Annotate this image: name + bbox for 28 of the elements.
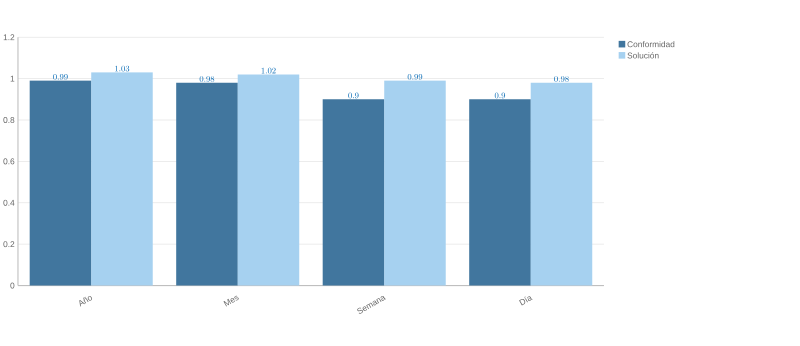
bar [322,99,384,286]
data-label: 1 .02 [262,68,276,74]
data-label: 0.9 [494,92,506,98]
legend-label: Solución [627,52,659,58]
y-tick-label: 0.6 [3,158,14,164]
data-label: 0.9 [348,92,359,98]
bar [469,99,531,286]
x-tick-label: Mes [223,296,239,306]
x-tick-label: Año [79,296,92,307]
bar [530,82,592,286]
y-tick-label: 0.2 [3,241,14,248]
data-label: 0.99 [53,74,68,80]
data-label: 0.98 [200,76,214,82]
y-tick-label: 0.8 [3,117,14,123]
y-tick-label: 0.4 [3,200,14,206]
y-tick-label: 0 [10,282,14,289]
bar [238,74,300,286]
data-label: 0.98 [554,76,569,82]
y-tick-label: 1.2 [4,34,14,40]
bar [384,80,446,286]
data-label: 1 .03 [115,66,130,72]
bar [176,82,238,286]
legend-label: Conformidad [628,41,674,48]
bar [30,80,92,286]
bar [91,72,153,286]
x-tick-label: Día [519,296,533,306]
data-label: 0.99 [408,74,422,80]
y-tick-label: 1 [10,76,14,82]
